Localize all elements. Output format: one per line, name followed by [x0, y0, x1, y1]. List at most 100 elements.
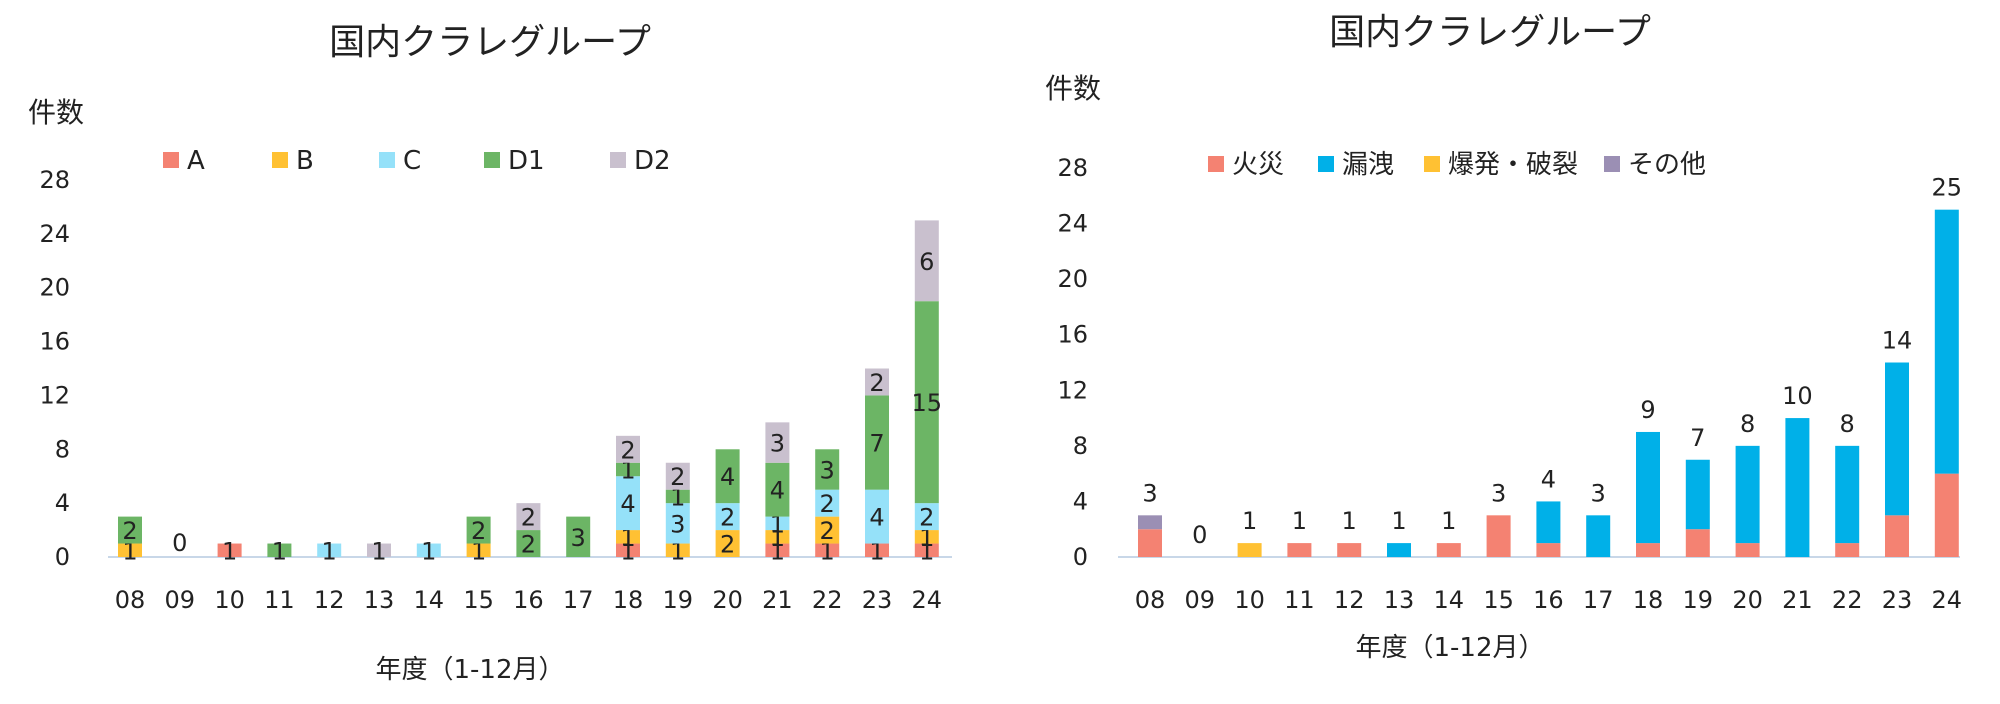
segment-value-label: 4	[720, 463, 735, 491]
y-tick-label: 24	[1057, 210, 1088, 238]
bar-segment-B-08	[118, 543, 142, 557]
bar-segment-D1-18	[616, 462, 640, 477]
x-tick-label: 23	[1882, 586, 1913, 614]
bar-segment-fire-20	[1735, 543, 1760, 557]
y-tick-label: 12	[39, 381, 70, 409]
legend-swatch-A	[163, 152, 179, 168]
x-tick-label: 10	[214, 586, 245, 614]
segment-value-label: 4	[869, 504, 884, 532]
bar-segment-leak-13	[1387, 543, 1411, 557]
x-tick-label: 21	[762, 586, 793, 614]
legend-swatch-fire	[1208, 156, 1224, 172]
bar-segment-D1-21	[765, 462, 790, 517]
bar-segment-leak-18	[1636, 431, 1660, 544]
bar-segment-other-08	[1138, 515, 1162, 530]
bar-segment-C-20	[715, 503, 740, 531]
x-tick-label: 14	[1434, 586, 1465, 614]
bar-segment-D1-19	[665, 489, 690, 504]
x-tick-label: 16	[1533, 586, 1564, 614]
segment-value-label: 1	[670, 483, 685, 511]
segment-value-label: 4	[770, 477, 785, 505]
bar-total-label: 1	[1242, 507, 1257, 535]
bar-segment-fire-15	[1486, 515, 1511, 557]
bar-segment-D2-23	[865, 368, 889, 396]
x-tick-label: 11	[1284, 586, 1315, 614]
bar-segment-leak-20	[1735, 445, 1760, 544]
y-tick-label: 12	[1057, 376, 1088, 404]
x-tick-label: 09	[165, 586, 196, 614]
x-tick-label: 23	[862, 586, 893, 614]
bar-segment-A-10	[217, 543, 242, 557]
bar-segment-leak-22	[1835, 445, 1860, 544]
segment-value-label: 1	[272, 537, 287, 565]
bar-segment-B-20	[715, 530, 740, 557]
bar-total-label: 3	[1491, 479, 1506, 507]
bar-segment-fire-19	[1685, 529, 1710, 557]
bar-segment-B-22	[815, 516, 840, 544]
chart-title: 国内クラレグループ	[1329, 12, 1651, 53]
bar-segment-A-18	[616, 543, 640, 557]
segment-value-label: 1	[471, 537, 486, 565]
bar-segment-C-21	[765, 516, 790, 531]
bar-segment-D1-22	[815, 449, 840, 490]
segment-value-label: 3	[670, 510, 685, 538]
x-axis-title: 年度（1-12月）	[1355, 633, 1544, 663]
segment-value-label: 2	[670, 463, 685, 491]
segment-value-label: 2	[521, 531, 536, 559]
legend-swatch-leak	[1318, 156, 1334, 172]
bar-segment-B-21	[765, 530, 790, 544]
x-tick-label: 22	[1832, 586, 1863, 614]
segment-value-label: 1	[620, 456, 635, 484]
legend-label: 火災	[1232, 150, 1284, 180]
y-tick-label: 20	[39, 274, 70, 302]
segment-value-label: 1	[670, 537, 685, 565]
bar-segment-fire-08	[1138, 529, 1162, 557]
segment-value-label: 6	[919, 248, 934, 276]
bar-segment-D1-15	[466, 516, 491, 544]
segment-value-label: 3	[571, 524, 586, 552]
bar-segment-leak-23	[1885, 362, 1909, 516]
bar-segment-C-22	[815, 489, 840, 517]
bar-total-label: 4	[1541, 465, 1556, 493]
segment-value-label: 4	[620, 490, 635, 518]
bar-segment-D2-18	[616, 435, 640, 463]
legend-label: B	[296, 146, 314, 176]
legend-swatch-D2	[610, 152, 626, 168]
bar-segment-leak-21	[1785, 418, 1810, 557]
segment-value-label: 1	[222, 537, 237, 565]
legend-label: A	[187, 146, 205, 176]
bar-total-label: 1	[1292, 507, 1307, 535]
x-tick-label: 14	[414, 586, 445, 614]
segment-value-label: 1	[322, 537, 337, 565]
bar-segment-A-23	[865, 543, 889, 557]
bar-total-label: 1	[1441, 507, 1456, 535]
x-tick-label: 18	[613, 586, 644, 614]
segment-value-label: 3	[770, 430, 785, 458]
x-tick-label: 15	[1483, 586, 1514, 614]
segment-value-label: 2	[521, 504, 536, 532]
bar-segment-B-24	[914, 530, 939, 544]
bar-segment-D1-11	[267, 543, 292, 557]
bar-segment-fire-14	[1436, 543, 1461, 557]
bar-segment-D2-19	[665, 462, 690, 490]
bar-segment-fire-24	[1934, 473, 1959, 557]
x-tick-label: 20	[712, 586, 743, 614]
y-tick-label: 8	[1073, 432, 1088, 460]
bar-total-label: 9	[1640, 396, 1655, 424]
legend-swatch-D1	[484, 152, 500, 168]
bar-total-label: 14	[1882, 327, 1913, 355]
bar-segment-A-22	[815, 543, 840, 557]
x-tick-label: 20	[1732, 586, 1763, 614]
bar-segment-C-14	[416, 543, 441, 557]
x-tick-label: 09	[1185, 586, 1216, 614]
x-tick-label: 19	[1683, 586, 1714, 614]
segment-value-label: 1	[770, 537, 785, 565]
segment-value-label: 2	[471, 517, 486, 545]
y-tick-label: 28	[39, 166, 70, 194]
bar-segment-D1-16	[516, 530, 541, 557]
bar-segment-C-24	[914, 503, 939, 531]
legend-label: 漏洩	[1342, 150, 1394, 180]
x-axis-title: 年度（1-12月）	[375, 655, 564, 685]
bar-segment-fire-18	[1636, 543, 1660, 557]
bar-segment-D2-13	[367, 543, 391, 557]
